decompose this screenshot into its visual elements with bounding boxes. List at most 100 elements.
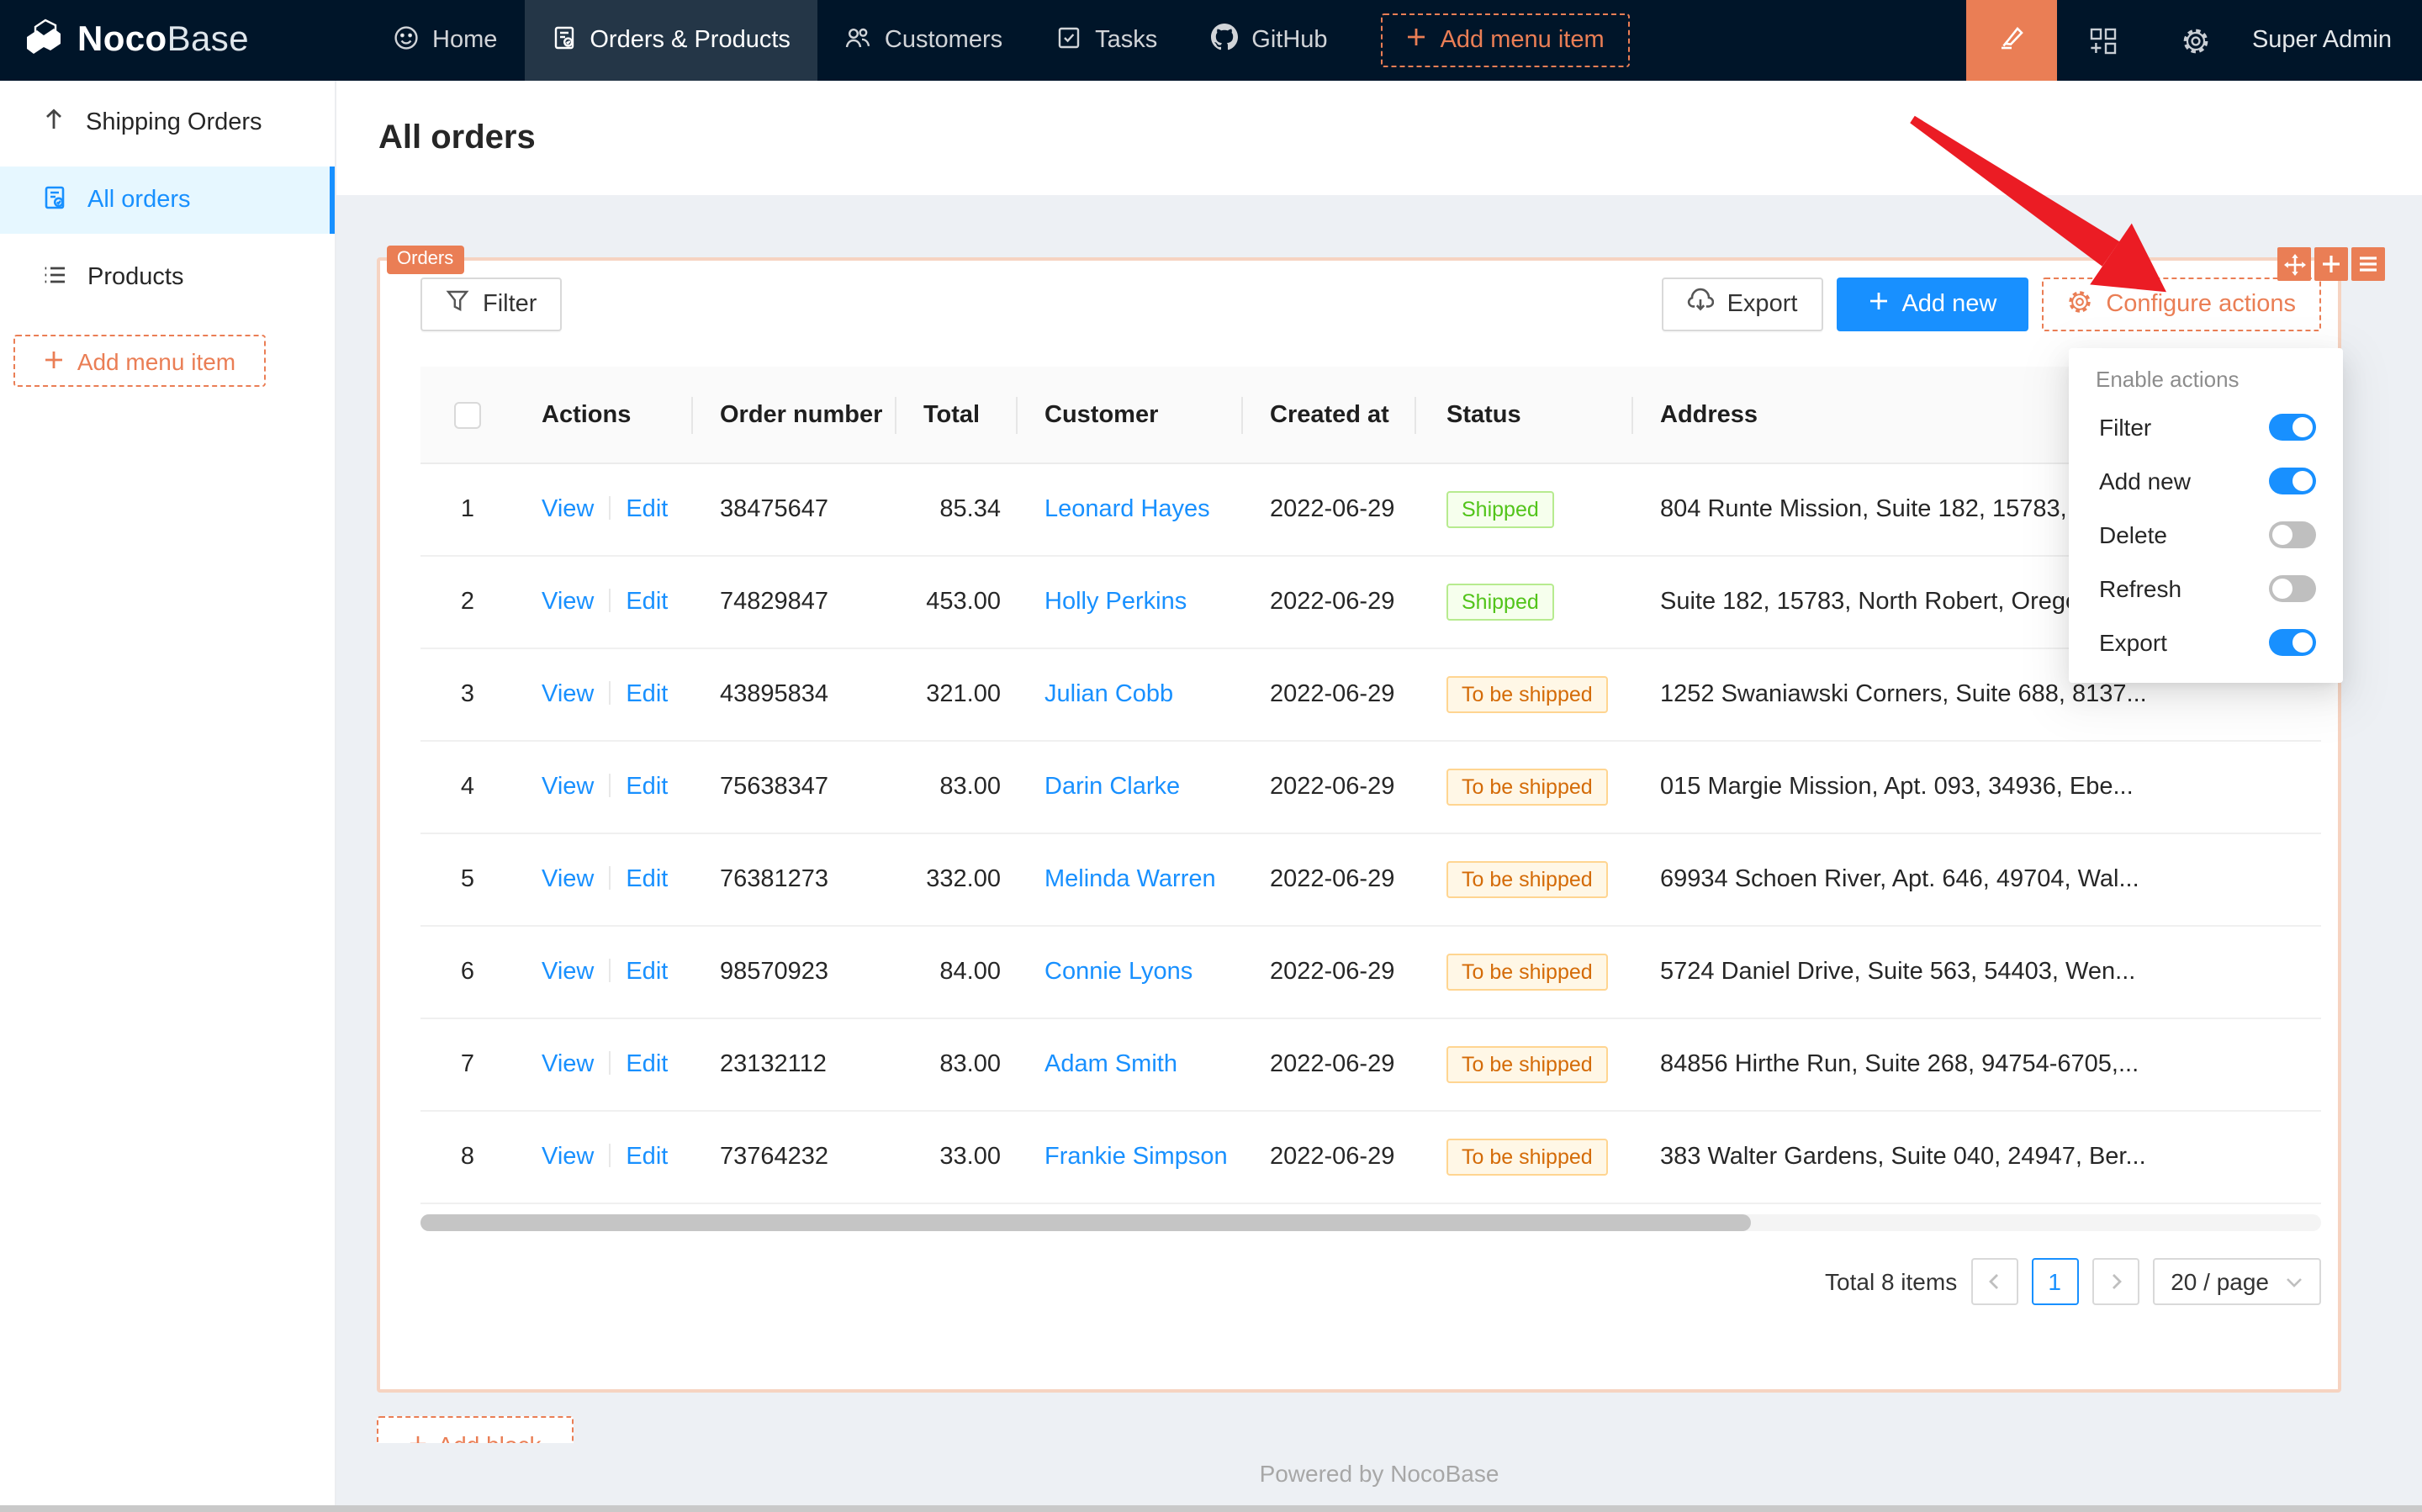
table-row: 1 View Edit 38475647 85.34 Leonard Hayes … [420,464,2321,557]
dropdown-item-add-new[interactable]: Add new [2069,454,2343,508]
nav-item-customers[interactable]: Customers [817,0,1029,81]
filter-button[interactable]: Filter [420,278,563,331]
total-cell: 33.00 [939,1144,1001,1171]
nocobase-logo[interactable]: NocoBase [0,0,336,81]
plugin-manager-icon[interactable] [2089,26,2118,55]
pagination-total: Total 8 items [1825,1268,1958,1295]
link-divider [609,774,611,797]
view-link[interactable]: View [542,774,595,801]
customer-link[interactable]: Holly Perkins [1044,589,1187,616]
table-row: 2 View Edit 74829847 453.00 Holly Perkins… [420,557,2321,649]
column-header-created-at: Created at [1243,367,1416,463]
order-number-cell: 98570923 [720,959,829,986]
nav-item-orders-products[interactable]: Orders & Products [524,0,817,81]
column-header-address: Address [1660,401,1758,428]
view-link[interactable]: View [542,681,595,708]
table-horizontal-scrollbar [420,1214,2321,1231]
prev-page-button[interactable] [1970,1258,2018,1305]
nav-item-home[interactable]: Home [367,0,524,81]
configure-actions-button[interactable]: Configure actions [2042,278,2321,331]
row-index: 8 [460,1144,475,1171]
view-link[interactable]: View [542,959,595,986]
row-index: 4 [460,774,475,801]
order-number-cell: 73764232 [720,1144,829,1171]
settings-gear-icon[interactable] [2181,26,2210,55]
nocobase-logo-icon [22,14,66,66]
customer-cell: Connie Lyons [1018,959,1243,986]
view-link[interactable]: View [542,1051,595,1078]
select-all-cell [420,367,515,463]
nav-item-github[interactable]: GitHub [1184,0,1354,81]
filter-toggle[interactable] [2269,414,2316,441]
customer-link[interactable]: Connie Lyons [1044,959,1193,986]
drag-handle-icon[interactable] [2277,247,2311,281]
page-content: Orders [336,195,2422,1512]
sidebar-item-products[interactable]: Products [0,244,335,311]
window-scrollbar[interactable] [0,1505,2422,1512]
edit-link[interactable]: Edit [626,496,669,523]
view-link[interactable]: View [542,589,595,616]
table-body: 1 View Edit 38475647 85.34 Leonard Hayes … [420,464,2321,1204]
customer-link[interactable]: Melinda Warren [1044,866,1216,893]
page-number-button[interactable]: 1 [2031,1258,2079,1305]
address-cell: 015 Margie Mission, Apt. 093, 34936, Ebe… [1660,774,2134,801]
add-new-button[interactable]: Add new [1836,278,2029,331]
add-block-button[interactable]: Add block [377,1416,574,1443]
plus-icon [44,347,64,374]
sidebar-item-shipping-orders[interactable]: Shipping Orders [0,89,335,156]
dropdown-item-label: Filter [2099,414,2152,441]
add-new-toggle[interactable] [2269,468,2316,494]
status-badge: To be shipped [1446,954,1608,991]
orders-table-block: Orders [377,246,2385,1393]
page-header: All orders [336,81,2422,195]
edit-link[interactable]: Edit [626,959,669,986]
order-number-cell: 74829847 [720,589,829,616]
edit-link[interactable]: Edit [626,774,669,801]
ui-editor-button[interactable] [1965,0,2057,81]
customer-link[interactable]: Darin Clarke [1044,774,1181,801]
customer-link[interactable]: Frankie Simpson [1044,1144,1228,1171]
customer-link[interactable]: Julian Cobb [1044,681,1174,708]
customer-link[interactable]: Leonard Hayes [1044,496,1210,523]
edit-link[interactable]: Edit [626,1051,669,1078]
status-cell: Shipped [1416,584,1633,621]
view-link[interactable]: View [542,1144,595,1171]
table-row: 3 View Edit 43895834 321.00 Julian Cobb 2… [420,649,2321,742]
dropdown-item-export[interactable]: Export [2069,616,2343,669]
edit-link[interactable]: Edit [626,589,669,616]
link-divider [609,866,611,890]
nav-item-tasks[interactable]: Tasks [1029,0,1184,81]
edit-link[interactable]: Edit [626,681,669,708]
delete-toggle[interactable] [2269,521,2316,548]
next-page-button[interactable] [2091,1258,2139,1305]
user-menu[interactable]: Super Admin [2251,27,2392,54]
customer-cell: Frankie Simpson [1018,1144,1243,1171]
view-link[interactable]: View [542,866,595,893]
dropdown-item-refresh[interactable]: Refresh [2069,562,2343,616]
row-actions: View Edit [515,681,693,708]
sidebar-item-all-orders[interactable]: All orders [0,167,335,234]
order-number-cell: 38475647 [720,496,829,523]
refresh-toggle[interactable] [2269,575,2316,602]
view-link[interactable]: View [542,496,595,523]
scrollbar-thumb[interactable] [420,1214,1751,1231]
order-number-cell: 43895834 [720,681,829,708]
navbar-add-menu-item-button[interactable]: Add menu item [1381,13,1630,67]
export-toggle[interactable] [2269,629,2316,656]
page-size-select[interactable]: 20 / page [2152,1258,2321,1305]
file-check-icon [42,184,67,216]
edit-link[interactable]: Edit [626,866,669,893]
table-header-row: Actions Order number Total Customer Crea… [420,367,2321,464]
sidebar-add-menu-item-button[interactable]: Add menu item [13,335,266,387]
add-block-icon[interactable] [2314,247,2348,281]
block-menu-icon[interactable] [2351,247,2385,281]
edit-link[interactable]: Edit [626,1144,669,1171]
column-header-total: Total [896,367,1018,463]
row-actions: View Edit [515,496,693,523]
select-all-checkbox[interactable] [454,401,481,428]
dropdown-item-filter[interactable]: Filter [2069,400,2343,454]
export-button[interactable]: Export [1661,278,1823,331]
dropdown-item-label: Refresh [2099,575,2182,602]
dropdown-item-delete[interactable]: Delete [2069,508,2343,562]
customer-link[interactable]: Adam Smith [1044,1051,1177,1078]
